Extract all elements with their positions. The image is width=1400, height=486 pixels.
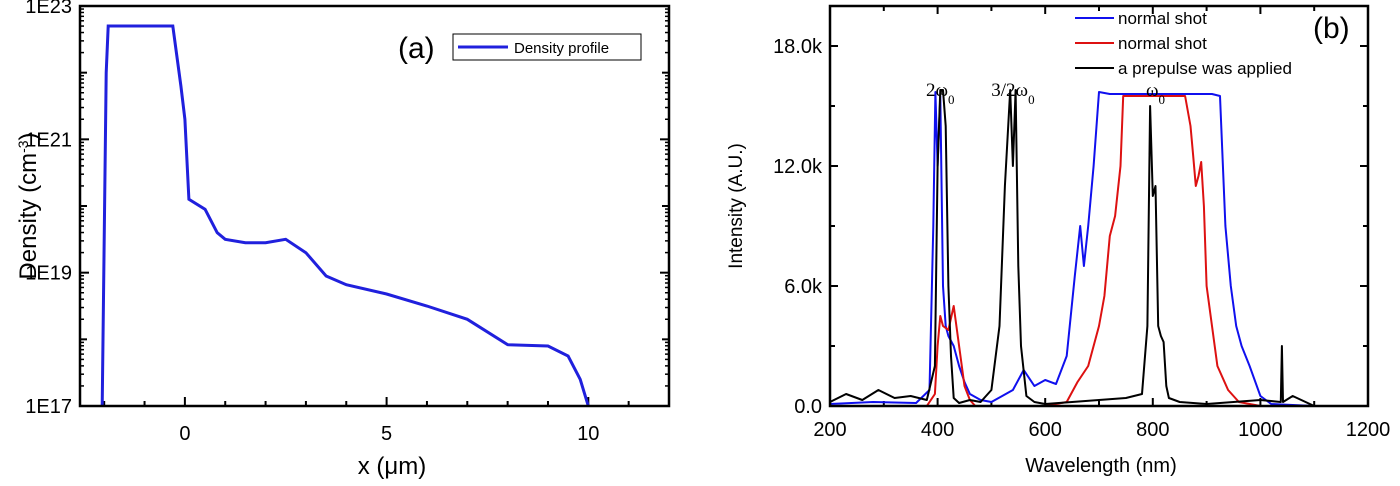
y-tick-label: 6.0k	[784, 276, 823, 298]
series-line-0	[830, 91, 1315, 406]
x-axis-label-a: x (μm)	[358, 453, 426, 480]
x-tick-label: 5	[381, 423, 392, 445]
series-line-1	[830, 95, 1315, 406]
legend-label-density: Density profile	[514, 40, 609, 57]
y-tick-label: 1E21	[25, 129, 72, 151]
y-tick-label: 18.0k	[773, 36, 823, 58]
plot-frame-b	[828, 4, 1370, 408]
panel-label-b: (b)	[1313, 12, 1350, 45]
series-line-2	[830, 89, 1315, 406]
x-axis-label-b: Wavelength (nm)	[1025, 455, 1177, 477]
panel-a: 0 5 10 1E17 1E19 1E21 1E23 x (μm) Density (cm…	[15, 0, 671, 480]
harmonic-annotation: ω0	[1146, 80, 1165, 107]
legend-a: Density profile	[452, 33, 642, 61]
x-tick-label: 200	[813, 419, 846, 441]
y-tick-label: 1E23	[25, 0, 72, 18]
x-tick-label: 600	[1029, 419, 1062, 441]
panel-label-a: (a)	[398, 32, 435, 65]
y-axis-label-b: Intensity (A.U.)	[726, 143, 747, 269]
legend-b: normal shot normal shot a prepulse was app…	[1075, 9, 1292, 78]
x-tick-label: 400	[921, 419, 954, 441]
panel-b: 200 400 600 800 1000 1200 0.0 6.0k 12.0k 18.0k 2…	[726, 4, 1391, 477]
harmonic-annotation: 2ω0	[926, 80, 955, 107]
y-axis-label-a: Density (cm-3)	[15, 132, 42, 279]
legend-label: normal shot	[1118, 34, 1207, 53]
y-tick-label: 0.0	[794, 396, 822, 418]
plot-frame-a	[78, 4, 671, 408]
x-tick-label: 800	[1136, 419, 1169, 441]
x-tick-label: 1000	[1238, 419, 1283, 441]
x-tick-label: 0	[179, 423, 190, 445]
harmonic-annotation: 3/2ω0	[991, 80, 1034, 107]
x-tick-label: 10	[577, 423, 599, 445]
legend-label: a prepulse was applied	[1118, 59, 1292, 78]
y-tick-label: 1E19	[25, 263, 72, 285]
y-tick-label: 12.0k	[773, 156, 823, 178]
density-profile-line	[100, 24, 590, 406]
legend-box-a	[452, 33, 642, 61]
y-tick-label: 1E17	[25, 396, 72, 418]
legend-label: normal shot	[1118, 9, 1207, 28]
x-tick-label: 1200	[1346, 419, 1391, 441]
